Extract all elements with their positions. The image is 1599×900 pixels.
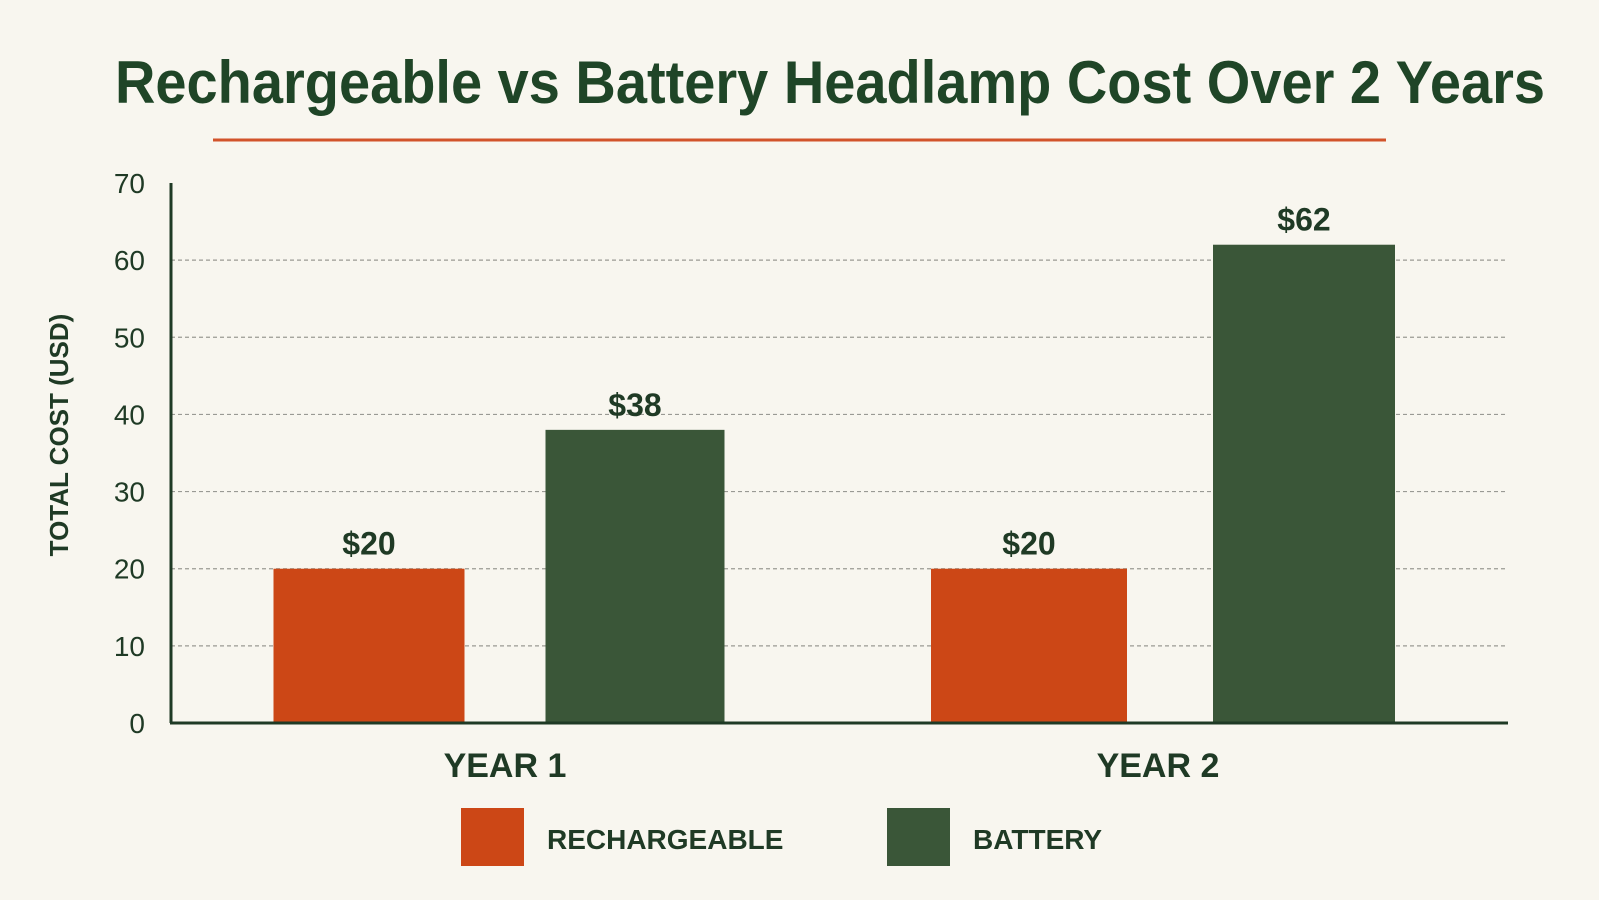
y-tick-label: 0 — [129, 708, 145, 739]
y-tick-label: 60 — [114, 245, 145, 276]
bar-rechargeable-1 — [273, 568, 465, 723]
data-label: $20 — [1002, 526, 1055, 562]
bar-battery-2 — [1213, 244, 1395, 723]
y-tick-label: 50 — [114, 322, 145, 353]
y-tick-label: 20 — [114, 554, 145, 585]
data-label: $38 — [608, 387, 661, 423]
y-tick-label: 40 — [114, 399, 145, 430]
bars — [273, 244, 1395, 723]
x-category-label: YEAR 2 — [1097, 747, 1220, 785]
y-axis-ticks: 0 10 20 30 40 50 60 70 — [114, 168, 145, 739]
legend-label: RECHARGEABLE — [547, 824, 783, 855]
y-tick-label: 30 — [114, 477, 145, 508]
legend-label: BATTERY — [973, 824, 1102, 855]
x-axis-categories: YEAR 1 YEAR 2 — [444, 747, 1220, 785]
x-category-label: YEAR 1 — [444, 747, 567, 785]
y-tick-label: 10 — [114, 631, 145, 662]
data-label: $20 — [342, 526, 395, 562]
y-tick-label: 70 — [114, 168, 145, 199]
bar-rechargeable-2 — [931, 568, 1127, 723]
chart-title: Rechargeable vs Battery Headlamp Cost Ov… — [115, 49, 1545, 116]
data-label: $62 — [1277, 202, 1330, 238]
legend-swatch-battery — [887, 808, 950, 866]
legend: RECHARGEABLE BATTERY — [461, 808, 1102, 866]
data-labels: $20 $38 $20 $62 — [342, 202, 1330, 562]
legend-swatch-rechargeable — [461, 808, 524, 866]
bar-battery-1 — [545, 429, 725, 723]
y-axis-title: TOTAL COST (USD) — [44, 314, 74, 557]
